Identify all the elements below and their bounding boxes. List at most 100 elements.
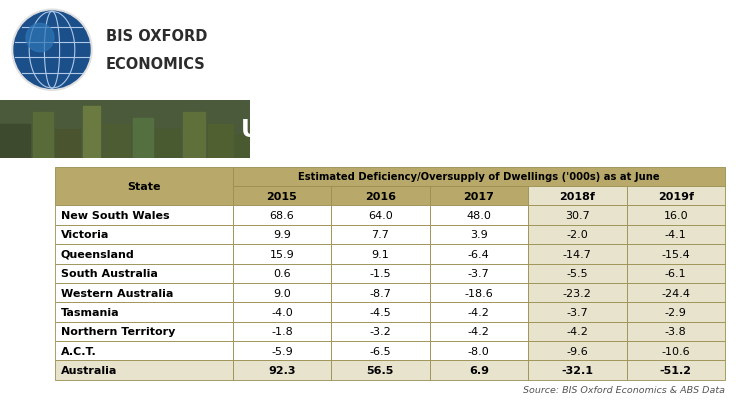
Bar <box>430 303 528 322</box>
Bar <box>528 361 626 380</box>
Text: Queensland: Queensland <box>60 249 134 259</box>
Text: -5.9: -5.9 <box>271 346 293 356</box>
Bar <box>331 341 430 361</box>
Text: -24.4: -24.4 <box>661 288 690 298</box>
Text: -4.1: -4.1 <box>665 230 687 240</box>
Bar <box>55 322 233 341</box>
Bar <box>55 283 233 303</box>
Text: -4.2: -4.2 <box>468 327 489 337</box>
Bar <box>626 225 725 244</box>
Bar <box>55 206 233 225</box>
Text: -6.5: -6.5 <box>369 346 391 356</box>
Circle shape <box>26 24 54 52</box>
Bar <box>233 341 331 361</box>
Text: New South Wales: New South Wales <box>60 211 169 221</box>
Bar <box>528 341 626 361</box>
Bar <box>430 206 528 225</box>
Bar <box>82 107 100 159</box>
Bar <box>626 264 725 283</box>
Bar <box>102 124 130 159</box>
Text: Source: BIS Oxford Economics & ABS Data: Source: BIS Oxford Economics & ABS Data <box>523 385 725 394</box>
Bar <box>233 283 331 303</box>
Bar <box>55 361 233 380</box>
Bar <box>233 206 331 225</box>
Bar <box>132 119 152 159</box>
Text: 9.0: 9.0 <box>273 288 291 298</box>
Text: -8.0: -8.0 <box>468 346 489 356</box>
Text: 3.9: 3.9 <box>470 230 488 240</box>
Text: Northern Territory: Northern Territory <box>60 327 175 337</box>
Bar <box>528 264 626 283</box>
Text: 48.0: 48.0 <box>467 211 491 221</box>
Text: State: State <box>127 182 160 192</box>
Bar <box>430 341 528 361</box>
Circle shape <box>14 12 90 89</box>
Bar <box>528 303 626 322</box>
Text: 15.9: 15.9 <box>269 249 294 259</box>
Text: Western Australia: Western Australia <box>60 288 173 298</box>
Bar <box>331 206 430 225</box>
Text: 7.7: 7.7 <box>372 230 389 240</box>
Bar <box>528 244 626 264</box>
Text: -2.9: -2.9 <box>665 307 687 317</box>
Text: ECONOMICS: ECONOMICS <box>106 57 206 72</box>
Text: 2019f: 2019f <box>658 191 694 201</box>
Bar <box>233 244 331 264</box>
Bar <box>331 283 430 303</box>
Bar <box>430 187 528 206</box>
Text: South Australia: South Australia <box>60 268 158 278</box>
Bar <box>233 264 331 283</box>
Text: -3.7: -3.7 <box>567 307 588 317</box>
Text: -4.2: -4.2 <box>468 307 489 317</box>
Bar <box>233 322 331 341</box>
Bar <box>626 322 725 341</box>
Text: -1.5: -1.5 <box>369 268 391 278</box>
Bar <box>55 264 233 283</box>
Bar <box>430 244 528 264</box>
Text: 0.6: 0.6 <box>273 268 291 278</box>
Text: -4.0: -4.0 <box>271 307 293 317</box>
Text: 92.3: 92.3 <box>268 365 296 375</box>
Text: -14.7: -14.7 <box>563 249 592 259</box>
Bar <box>430 283 528 303</box>
Text: -5.5: -5.5 <box>567 268 588 278</box>
Text: -3.2: -3.2 <box>369 327 392 337</box>
Text: 2015: 2015 <box>266 191 297 201</box>
Text: -32.1: -32.1 <box>562 365 593 375</box>
Bar <box>430 264 528 283</box>
Bar <box>331 303 430 322</box>
Bar <box>626 283 725 303</box>
Text: -1.8: -1.8 <box>271 327 293 337</box>
Bar <box>331 225 430 244</box>
Text: 16.0: 16.0 <box>663 211 688 221</box>
Bar <box>331 322 430 341</box>
Bar <box>55 303 233 322</box>
Bar <box>155 130 180 159</box>
Bar <box>430 322 528 341</box>
Text: 30.7: 30.7 <box>565 211 590 221</box>
Text: Estimated Deficiency/Oversupply of Dwellings ('000s) as at June: Estimated Deficiency/Oversupply of Dwell… <box>298 172 659 182</box>
Text: -6.1: -6.1 <box>665 268 687 278</box>
Text: -15.4: -15.4 <box>662 249 690 259</box>
Bar <box>430 361 528 380</box>
Bar <box>233 303 331 322</box>
Bar <box>55 167 233 206</box>
Text: 9.1: 9.1 <box>372 249 389 259</box>
Text: -4.5: -4.5 <box>369 307 392 317</box>
Text: Australia: Australia <box>60 365 117 375</box>
Text: -4.2: -4.2 <box>566 327 588 337</box>
Bar <box>0 124 30 159</box>
Bar <box>331 244 430 264</box>
Bar <box>528 322 626 341</box>
Text: -2.0: -2.0 <box>567 230 588 240</box>
Text: 68.6: 68.6 <box>269 211 294 221</box>
Bar <box>55 341 233 361</box>
Bar <box>626 361 725 380</box>
Bar <box>55 225 233 244</box>
Bar <box>233 361 331 380</box>
Text: 9.9: 9.9 <box>273 230 291 240</box>
Bar <box>626 187 725 206</box>
Circle shape <box>12 10 92 91</box>
Text: -6.4: -6.4 <box>468 249 489 259</box>
Text: -3.7: -3.7 <box>468 268 489 278</box>
